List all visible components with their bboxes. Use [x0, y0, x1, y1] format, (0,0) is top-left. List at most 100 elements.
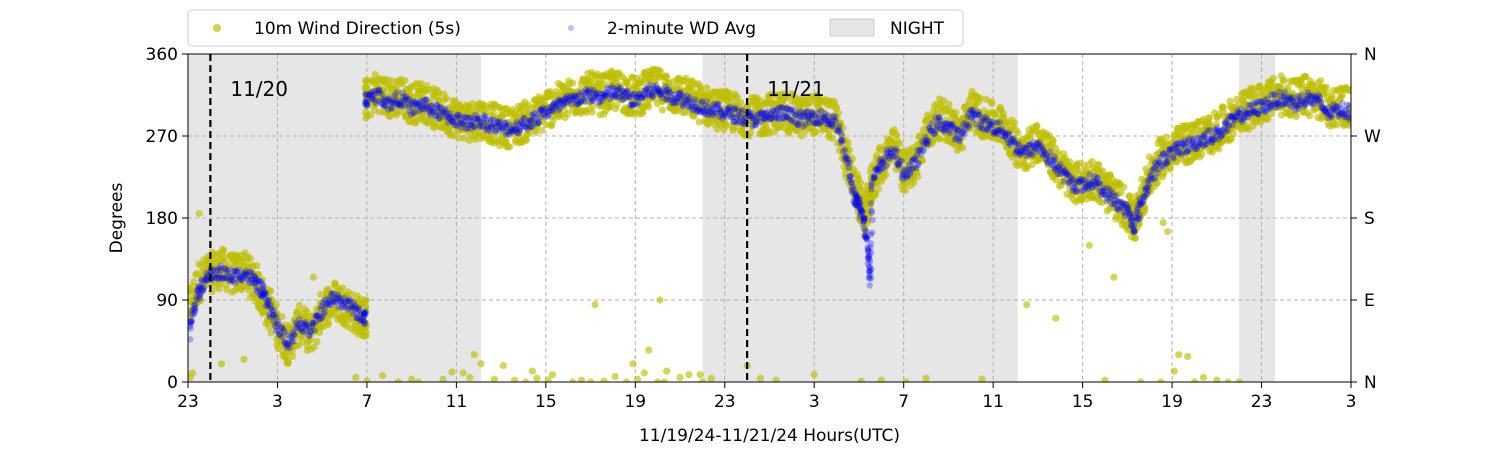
x-tick-label: 3: [272, 392, 283, 412]
data-point: [313, 338, 321, 346]
data-point: [253, 262, 261, 270]
data-point: [1145, 181, 1153, 188]
data-point: [898, 157, 905, 165]
data-point: [867, 275, 875, 282]
data-point: [1101, 376, 1109, 382]
data-point: [496, 119, 505, 127]
data-point: [362, 319, 370, 327]
data-point: [1346, 102, 1351, 109]
data-point: [371, 70, 379, 79]
data-point: [1269, 74, 1277, 82]
data-point: [423, 96, 430, 103]
data-point: [217, 360, 226, 368]
y2-tick-label: E: [1364, 291, 1375, 311]
data-point: [952, 109, 960, 117]
data-point: [656, 296, 664, 304]
data-point: [915, 159, 922, 167]
y-tick-label: 90: [156, 291, 178, 311]
data-point: [882, 171, 890, 179]
data-point: [527, 111, 535, 119]
data-point: [339, 284, 347, 292]
data-point: [925, 137, 932, 145]
x-axis-label: 11/19/24-11/21/24 Hours(UTC): [639, 426, 900, 446]
data-point: [901, 186, 909, 194]
data-point: [867, 240, 875, 247]
data-point: [510, 376, 519, 382]
data-point: [812, 128, 820, 136]
data-point: [352, 373, 360, 382]
x-tick-label: 23: [1251, 392, 1273, 412]
data-point: [230, 272, 238, 280]
y-tick-label: 360: [146, 45, 178, 65]
y2-tick-label: N: [1364, 45, 1377, 65]
data-point: [1113, 192, 1120, 199]
x-tick-label: 7: [898, 392, 909, 412]
data-point: [378, 372, 387, 380]
data-point: [224, 262, 232, 270]
data-point: [1184, 352, 1192, 361]
data-point: [1205, 114, 1213, 122]
data-point: [309, 273, 317, 281]
data-point: [260, 298, 268, 306]
data-point: [1219, 103, 1227, 111]
legend-label-night: NIGHT: [890, 19, 945, 39]
data-point: [1136, 211, 1144, 218]
data-point: [645, 103, 653, 111]
data-point: [1110, 273, 1118, 281]
data-point: [311, 327, 318, 334]
data-point: [306, 336, 314, 344]
y2-tick-label: S: [1364, 209, 1375, 229]
data-point: [466, 373, 474, 382]
data-point: [539, 113, 547, 122]
data-point: [946, 129, 953, 137]
data-point: [317, 290, 325, 298]
data-point: [1095, 161, 1103, 169]
data-point: [362, 328, 370, 336]
data-point: [1199, 373, 1207, 382]
data-point: [838, 131, 845, 138]
data-point: [442, 94, 450, 102]
data-point: [546, 88, 554, 96]
data-point: [515, 119, 523, 127]
data-point: [1281, 88, 1288, 95]
data-point: [533, 374, 541, 382]
y2-tick-label: N: [1364, 373, 1377, 393]
legend-label-wd-avg: 2-minute WD Avg: [607, 19, 756, 39]
data-point: [538, 126, 546, 134]
data-point: [447, 122, 455, 130]
data-point: [640, 369, 648, 377]
legend-marker-wd-avg: [568, 25, 574, 31]
data-point: [265, 323, 273, 331]
data-point: [1047, 148, 1054, 156]
x-tick-label: 3: [809, 392, 820, 412]
data-point: [656, 68, 665, 76]
data-point: [220, 253, 228, 261]
data-point: [564, 110, 572, 118]
data-point: [866, 264, 874, 271]
x-tick-label: 11: [982, 392, 1004, 412]
data-point: [552, 88, 561, 96]
data-point: [291, 331, 298, 338]
data-point: [772, 376, 780, 382]
x-tick-label: 15: [535, 392, 557, 412]
data-point: [883, 162, 890, 170]
data-point: [289, 352, 297, 360]
data-point: [613, 101, 621, 109]
data-point: [288, 334, 297, 343]
data-point: [996, 119, 1003, 126]
data-point: [336, 305, 344, 313]
data-point: [611, 372, 619, 381]
x-tick-label: 15: [1072, 392, 1094, 412]
data-point: [857, 377, 865, 382]
x-tick-label: 19: [624, 392, 646, 412]
data-point: [866, 282, 873, 289]
data-point: [874, 185, 883, 193]
data-point: [866, 258, 874, 266]
data-point: [722, 120, 730, 128]
data-point: [1085, 241, 1093, 249]
data-point: [295, 301, 303, 309]
legend-label-wind-direction: 10m Wind Direction (5s): [254, 19, 461, 39]
data-point: [1011, 119, 1019, 127]
data-point: [637, 87, 645, 95]
